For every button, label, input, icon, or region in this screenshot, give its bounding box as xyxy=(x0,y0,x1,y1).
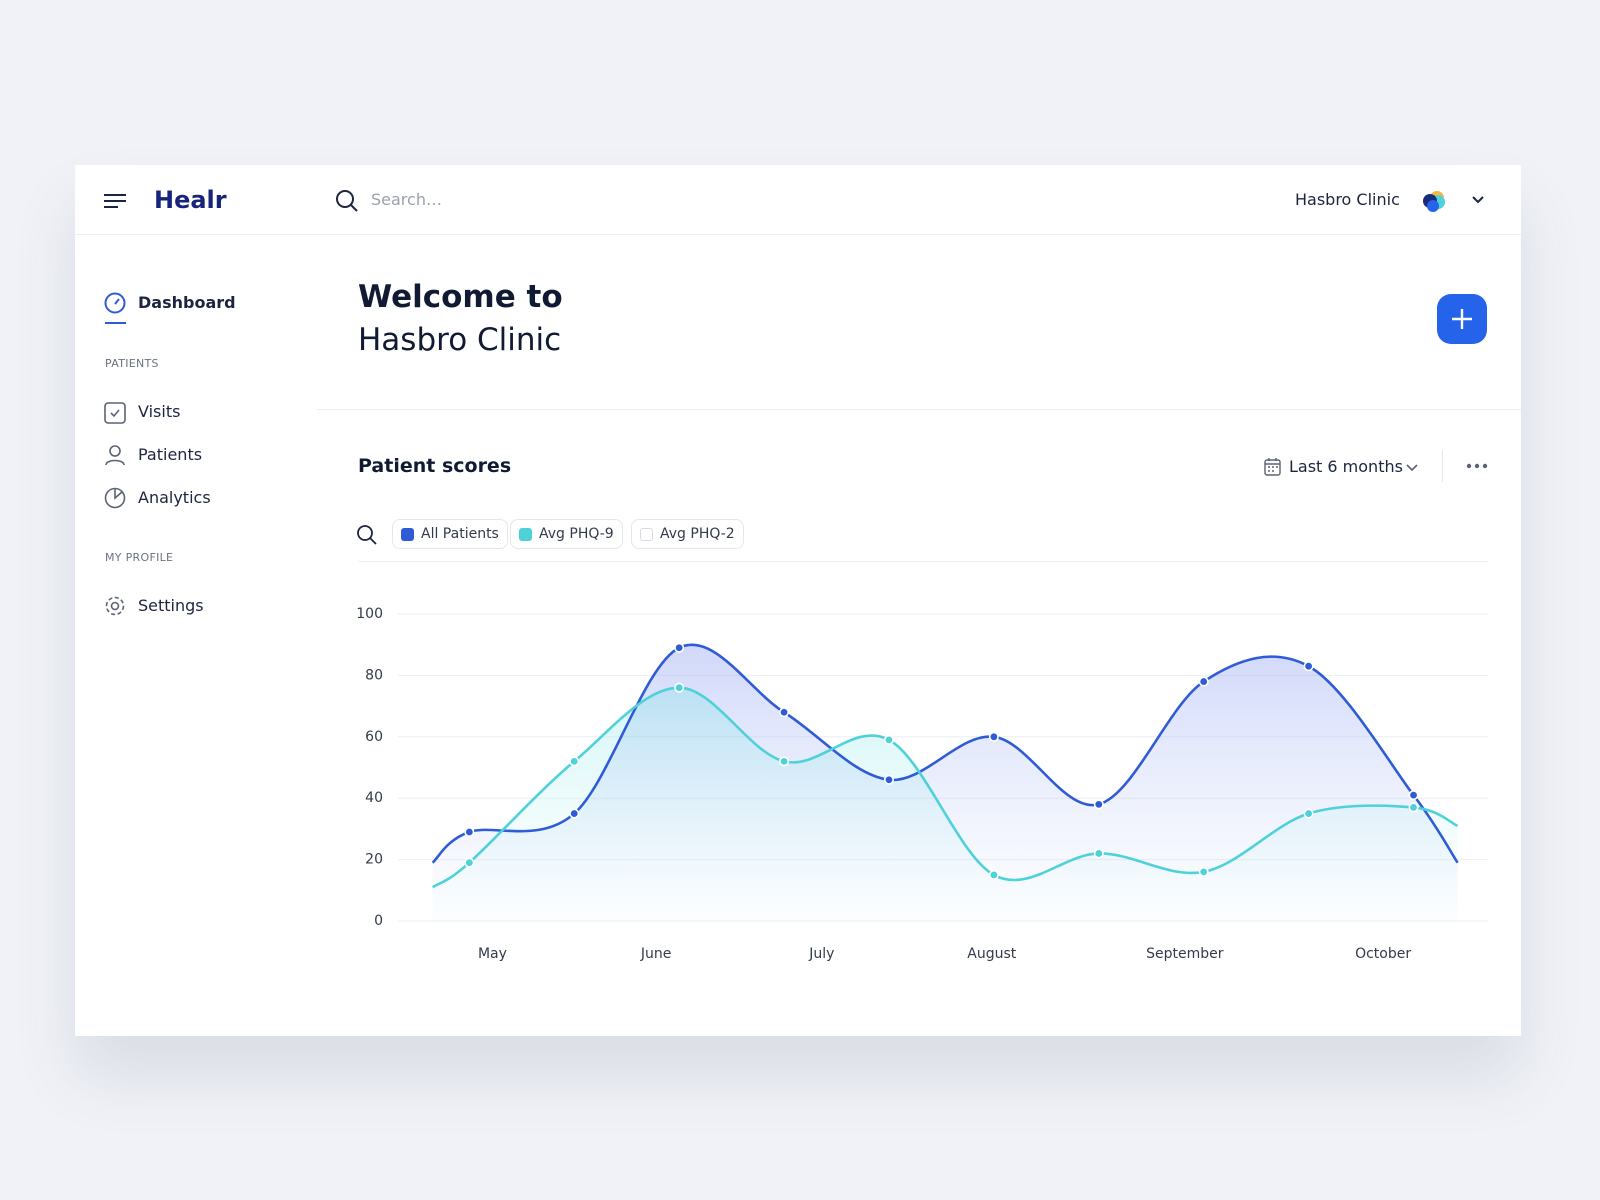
legend-label: Avg PHQ-2 xyxy=(660,526,735,542)
legend-chip[interactable]: Avg PHQ-9 xyxy=(510,519,623,549)
data-point xyxy=(883,734,894,745)
section-divider xyxy=(317,409,1521,410)
y-tick-label: 100 xyxy=(356,606,383,622)
data-point xyxy=(779,756,790,767)
legend-chip[interactable]: Avg PHQ-2 xyxy=(631,519,744,549)
period-select[interactable]: Last 6 months xyxy=(1289,457,1403,476)
nav-patients[interactable]: Patients xyxy=(138,445,203,464)
chart-title: Patient scores xyxy=(358,455,512,477)
x-tick-label: June xyxy=(640,946,672,962)
patients-icon xyxy=(105,445,125,466)
welcome-line2: Hasbro Clinic xyxy=(358,322,562,358)
nav-dashboard[interactable]: Dashboard xyxy=(138,293,236,312)
brand[interactable]: Healr xyxy=(154,186,227,214)
data-point xyxy=(1093,799,1104,810)
y-tick-label: 80 xyxy=(365,667,383,683)
data-point xyxy=(1093,848,1104,859)
nav-analytics[interactable]: Analytics xyxy=(138,488,211,507)
active-indicator xyxy=(105,322,126,324)
more-menu[interactable] xyxy=(1466,463,1490,469)
search-input[interactable]: Search… xyxy=(371,190,442,209)
data-point xyxy=(674,642,685,653)
data-point xyxy=(1198,676,1209,687)
x-tick-label: August xyxy=(967,946,1017,962)
welcome-line1: Welcome to xyxy=(358,279,563,315)
data-point xyxy=(1408,790,1419,801)
section-title: MY PROFILE xyxy=(105,551,174,564)
nav-visits[interactable]: Visits xyxy=(138,402,181,421)
section-title: PATIENTS xyxy=(105,357,159,370)
data-point xyxy=(1303,661,1314,672)
settings-icon xyxy=(105,596,125,616)
data-point xyxy=(569,808,580,819)
legend-swatch xyxy=(640,527,653,541)
x-tick-label: July xyxy=(808,946,834,962)
dashboard-icon xyxy=(104,292,126,314)
legend-label: All Patients xyxy=(421,526,499,542)
data-point xyxy=(464,826,475,837)
legend-swatch xyxy=(401,527,414,541)
data-point xyxy=(674,682,685,693)
x-tick-label: May xyxy=(478,946,507,962)
nav-settings[interactable]: Settings xyxy=(138,596,204,615)
legend-label: Avg PHQ-9 xyxy=(539,526,614,542)
account-chevron[interactable] xyxy=(1471,195,1485,205)
filter-search-icon[interactable] xyxy=(356,524,378,546)
data-point xyxy=(988,869,999,880)
y-tick-label: 20 xyxy=(365,852,383,868)
legend-chip[interactable]: All Patients xyxy=(392,519,508,549)
data-point xyxy=(569,756,580,767)
visits-icon xyxy=(104,402,126,424)
data-point xyxy=(1198,866,1209,877)
y-tick-label: 60 xyxy=(365,729,383,745)
search-icon xyxy=(336,190,358,212)
filter-divider xyxy=(358,561,1488,562)
data-point xyxy=(883,774,894,785)
period-chevron[interactable] xyxy=(1405,463,1419,473)
add-button[interactable] xyxy=(1437,294,1487,344)
data-point xyxy=(779,707,790,718)
menu-icon[interactable] xyxy=(104,193,128,209)
clinic-name[interactable]: Hasbro Clinic xyxy=(1295,190,1400,209)
header-divider xyxy=(75,234,1521,235)
series-area xyxy=(432,687,1458,921)
x-tick-label: September xyxy=(1146,946,1224,962)
data-point xyxy=(1408,802,1419,813)
clinic-avatar[interactable] xyxy=(1420,187,1448,215)
x-tick-label: October xyxy=(1355,946,1411,962)
y-tick-label: 0 xyxy=(374,913,383,929)
toolbar-divider xyxy=(1442,450,1443,482)
data-point xyxy=(988,731,999,742)
analytics-icon xyxy=(104,487,126,509)
legend-swatch xyxy=(519,527,532,541)
data-point xyxy=(1303,808,1314,819)
calendar-icon xyxy=(1264,458,1281,476)
data-point xyxy=(464,857,475,868)
y-tick-label: 40 xyxy=(365,790,383,806)
